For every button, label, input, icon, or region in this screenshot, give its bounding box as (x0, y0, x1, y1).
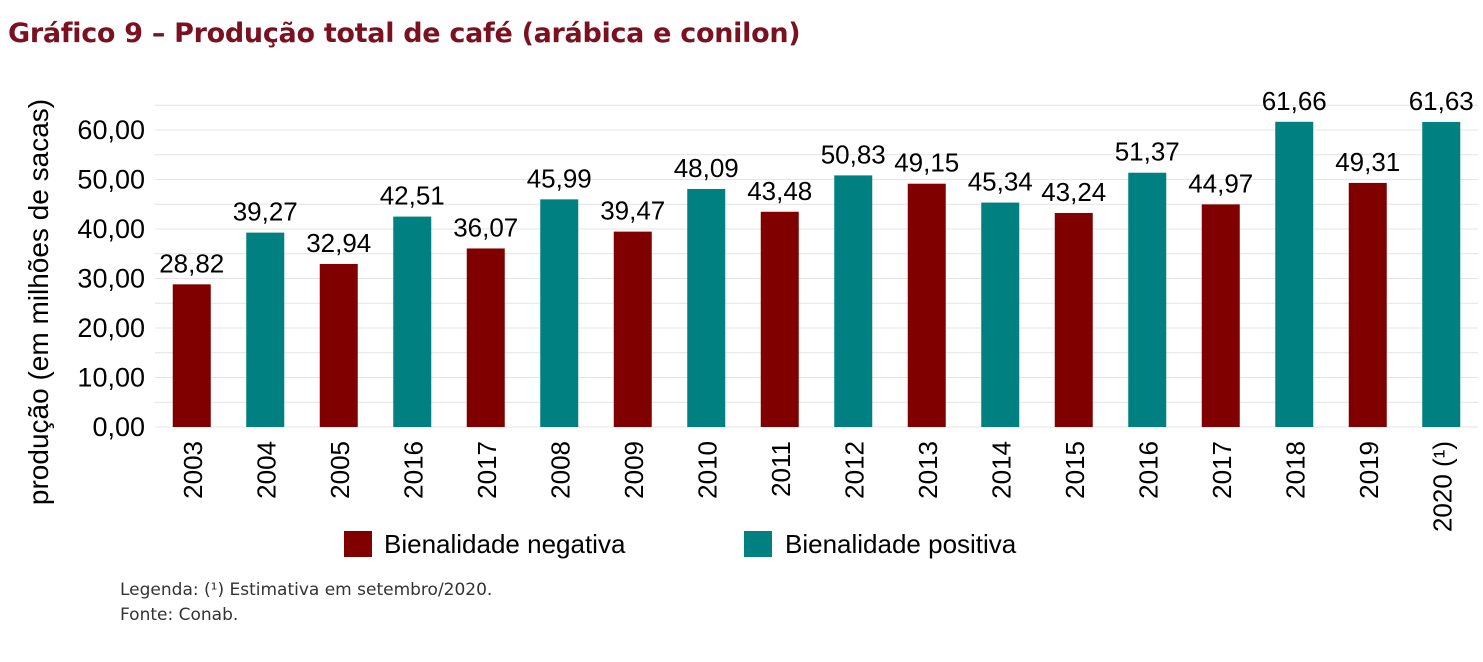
data-label: 49,31 (1335, 147, 1400, 177)
data-label: 61,66 (1262, 86, 1327, 116)
bar-positiva (1275, 121, 1314, 428)
y-axis: 0,00 10,00 20,00 30,00 40,00 50,00 60,00 (77, 115, 145, 442)
data-label: 43,48 (747, 176, 812, 206)
x-tick-label: 2005 (325, 441, 355, 499)
x-tick-label: 2019 (1354, 441, 1384, 499)
legend-label-negativa: Bienalidade negativa (384, 529, 626, 559)
data-label: 50,83 (821, 139, 886, 169)
x-tick-label: 2018 (1280, 441, 1310, 499)
x-tick-label: 2003 (178, 441, 208, 499)
y-tick-label: 0,00 (92, 412, 145, 442)
data-label: 28,82 (159, 248, 224, 278)
data-label: 39,47 (600, 196, 665, 226)
y-tick-label: 20,00 (77, 313, 145, 343)
bar-negativa (1054, 212, 1093, 427)
x-tick-label: 2014 (986, 441, 1016, 499)
bar-negativa (760, 211, 799, 427)
data-label: 39,27 (233, 197, 298, 227)
bar-positiva (687, 188, 726, 427)
bar-negativa (319, 263, 358, 427)
bars (172, 121, 1461, 428)
data-label: 45,99 (527, 163, 592, 193)
data-label: 44,97 (1188, 168, 1253, 198)
bar-negativa (172, 284, 211, 427)
x-tick-label: 2013 (913, 441, 943, 499)
bar-positiva (1128, 172, 1167, 427)
legend-label-positiva: Bienalidade positiva (785, 529, 1017, 559)
x-axis: 2003 2004 2005 2016 2017 2008 2009 2010 2011 2012… (178, 441, 1458, 532)
bar-negativa (466, 248, 505, 427)
x-tick-label: 2017 (472, 441, 502, 499)
x-tick-label: 2020 (¹) (1427, 441, 1457, 532)
chart-notes: Legenda: (¹) Estimativa em setembro/2020… (120, 578, 492, 628)
chart-title: Gráfico 9 – Produção total de café (aráb… (8, 18, 801, 49)
data-label: 43,24 (1041, 177, 1106, 207)
x-tick-label: 2016 (398, 441, 428, 499)
bar-negativa (907, 183, 946, 427)
y-tick-label: 60,00 (77, 115, 145, 145)
x-tick-label: 2017 (1207, 441, 1237, 499)
legend: Bienalidade negativa Bienalidade positiv… (344, 529, 1017, 559)
data-label: 51,37 (1115, 137, 1180, 167)
bar-positiva (393, 216, 432, 427)
data-label: 49,15 (894, 148, 959, 178)
x-tick-label: 2016 (1133, 441, 1163, 499)
bar-positiva (540, 199, 579, 427)
x-tick-label: 2010 (692, 441, 722, 499)
data-label: 45,34 (968, 167, 1033, 197)
x-tick-label: 2009 (619, 441, 649, 499)
data-label: 42,51 (380, 181, 445, 211)
legend-note: Legenda: (¹) Estimativa em setembro/2020… (120, 580, 493, 600)
data-label: 36,07 (453, 212, 518, 242)
bar-negativa (613, 231, 652, 427)
bar-positiva (1422, 121, 1461, 427)
x-tick-label: 2004 (251, 441, 281, 499)
gridlines (155, 104, 1478, 428)
bar-positiva (981, 202, 1020, 427)
data-label: 61,63 (1409, 86, 1474, 116)
x-tick-label: 2008 (545, 441, 575, 499)
bar-positiva (834, 175, 873, 427)
y-axis-label: produção (em milhões de sacas) (23, 99, 54, 505)
legend-swatch-negativa (344, 531, 372, 557)
bar-positiva (246, 232, 285, 427)
value-labels: 28,82 39,27 32,94 42,51 36,07 45,99 39,47 48,09… (159, 86, 1474, 279)
y-tick-label: 50,00 (77, 165, 145, 195)
bar-negativa (1201, 204, 1240, 427)
bar-negativa (1348, 182, 1387, 427)
source-note: Fonte: Conab. (120, 605, 239, 625)
data-label: 32,94 (306, 228, 371, 258)
x-tick-label: 2012 (839, 441, 869, 499)
legend-swatch-positiva (744, 531, 772, 557)
data-label: 48,09 (674, 153, 739, 183)
x-tick-label: 2011 (766, 441, 796, 497)
x-tick-label: 2015 (1060, 441, 1090, 499)
y-tick-label: 10,00 (77, 363, 145, 393)
y-tick-label: 40,00 (77, 214, 145, 244)
y-tick-label: 30,00 (77, 264, 145, 294)
